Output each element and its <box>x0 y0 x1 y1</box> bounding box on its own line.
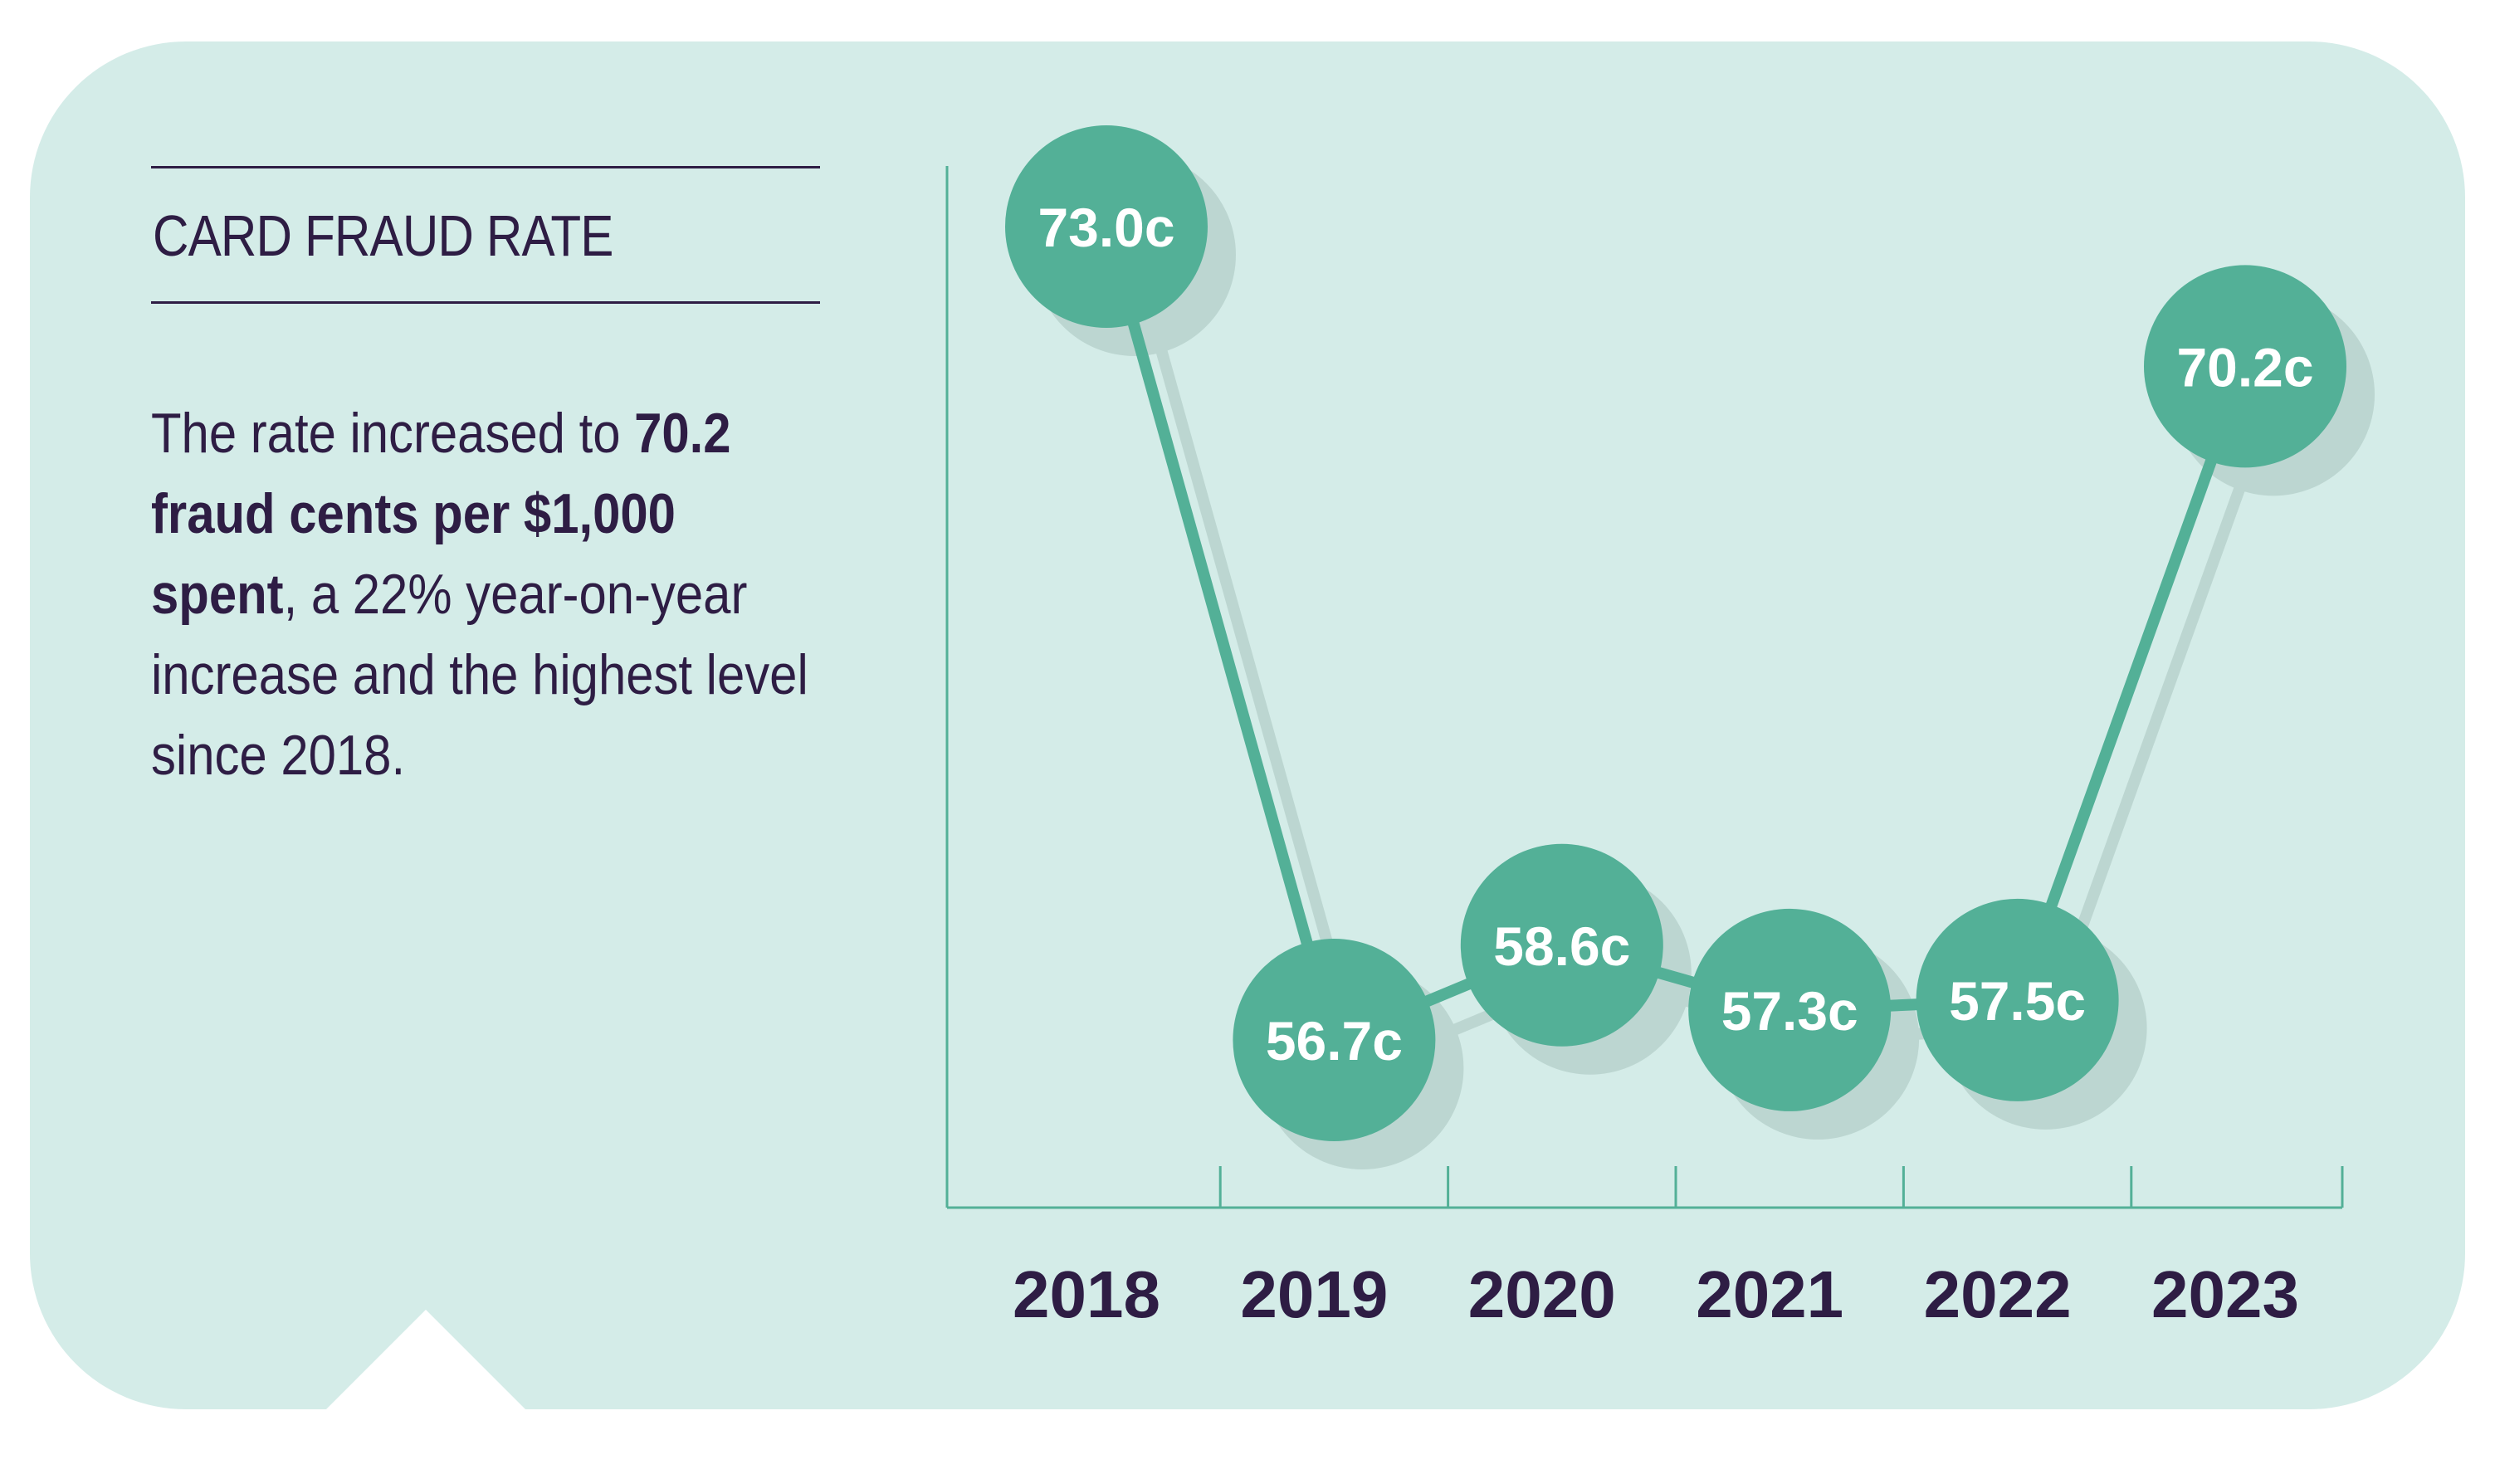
x-tick-label-2021: 2021 <box>1696 1257 1843 1331</box>
x-tick-labels: 2018 2019 2020 2021 2022 2023 <box>1013 1257 2299 1331</box>
data-label: 73.0c <box>1038 197 1175 258</box>
panel-description: The rate increased to 70.2 fraud cents p… <box>151 393 808 796</box>
description-lead: The rate increased to <box>151 402 635 465</box>
data-label: 57.3c <box>1721 980 1858 1042</box>
point-marker <box>2144 265 2346 468</box>
point-marker <box>1005 125 1208 328</box>
data-point-2023: 70.2c <box>2144 265 2346 468</box>
description-highlight: 70.2 fraud cents per $1,000 spent <box>151 402 731 626</box>
series-line <box>1101 225 2251 1046</box>
data-label: 58.6c <box>1493 915 1630 977</box>
top-rule <box>151 166 820 168</box>
point-marker <box>1460 843 1663 1047</box>
points-layer: 73.0c 56.7c 58.6c 57.3c 57.5c 70.2c <box>1005 125 2346 1141</box>
axis <box>945 166 2344 1209</box>
point-marker <box>1916 898 2119 1101</box>
point-marker <box>1688 908 1892 1111</box>
panel-title: CARD FRAUD RATE <box>153 203 613 268</box>
data-label: 57.5c <box>1949 970 2086 1032</box>
point-marker <box>1233 939 1436 1141</box>
info-panel: CARD FRAUD RATE The rate increased to 70… <box>151 166 820 796</box>
data-label: 56.7c <box>1266 1010 1403 1072</box>
data-point-2022: 57.5c <box>1916 898 2119 1101</box>
card-notch <box>310 1310 542 1426</box>
bottom-rule <box>151 301 820 304</box>
x-tick-label-2022: 2022 <box>1924 1257 2072 1331</box>
data-point-2021: 57.3c <box>1688 908 1892 1111</box>
x-tick-label-2019: 2019 <box>1240 1257 1388 1331</box>
data-point-2020: 58.6c <box>1460 843 1663 1047</box>
x-tick-label-2018: 2018 <box>1013 1257 1160 1331</box>
data-point-2019: 56.7c <box>1233 939 1436 1141</box>
description-tail: , a 22% year-on-year increase and the hi… <box>151 563 808 787</box>
x-tick-label-2020: 2020 <box>1468 1257 1616 1331</box>
x-tick-label-2023: 2023 <box>2151 1257 2299 1331</box>
data-point-2018: 73.0c <box>1005 125 1208 328</box>
series-line-path <box>1101 225 2251 1046</box>
data-label: 70.2c <box>2177 336 2314 398</box>
